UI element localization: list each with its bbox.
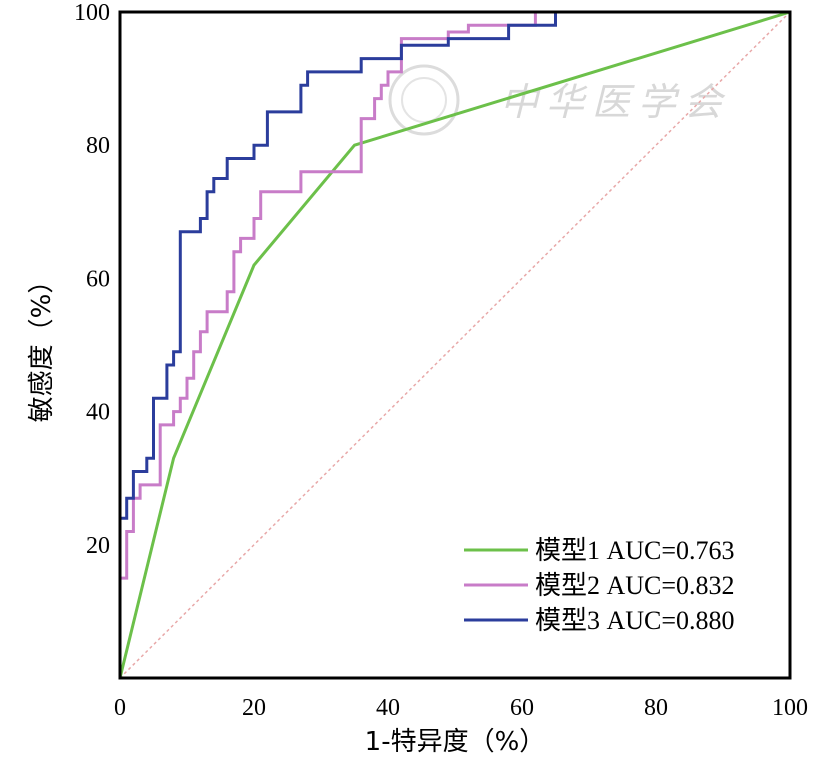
legend: 模型1 AUC=0.763 模型2 AUC=0.832 模型3 AUC=0.880 bbox=[464, 536, 735, 635]
series-line-model-2 bbox=[118, 10, 790, 678]
y-axis-title: 敏感度（%） bbox=[27, 268, 57, 423]
y-tick-label: 80 bbox=[86, 133, 110, 159]
watermark-seal-icon bbox=[388, 64, 460, 136]
x-tick-label: 40 bbox=[376, 695, 400, 721]
reference-diagonal-line bbox=[119, 11, 791, 679]
legend-label-model-3: 模型3 AUC=0.880 bbox=[535, 606, 735, 635]
legend-label-model-1: 模型1 AUC=0.763 bbox=[535, 536, 735, 565]
x-tick-label: 80 bbox=[644, 695, 668, 721]
x-tick-label: 20 bbox=[242, 695, 266, 721]
series-line-model-3 bbox=[118, 10, 790, 678]
watermark-text: 中华医学会 bbox=[500, 80, 730, 124]
y-tick-label: 40 bbox=[86, 400, 110, 426]
y-tick-label: 100 bbox=[74, 0, 110, 26]
x-axis-title: 1-特异度（%） bbox=[365, 727, 546, 757]
legend-label-model-2: 模型2 AUC=0.832 bbox=[535, 571, 735, 600]
y-tick-label: 60 bbox=[86, 266, 110, 292]
x-tick-label: 0 bbox=[114, 695, 126, 721]
series-line-model-1 bbox=[118, 10, 791, 679]
x-tick-label: 100 bbox=[772, 695, 808, 721]
y-tick-label: 20 bbox=[86, 533, 110, 559]
plot-frame bbox=[118, 10, 792, 680]
watermark: 中华医学会 bbox=[388, 64, 730, 136]
x-tick-label: 60 bbox=[510, 695, 534, 721]
watermark-seal-inner bbox=[401, 77, 447, 123]
